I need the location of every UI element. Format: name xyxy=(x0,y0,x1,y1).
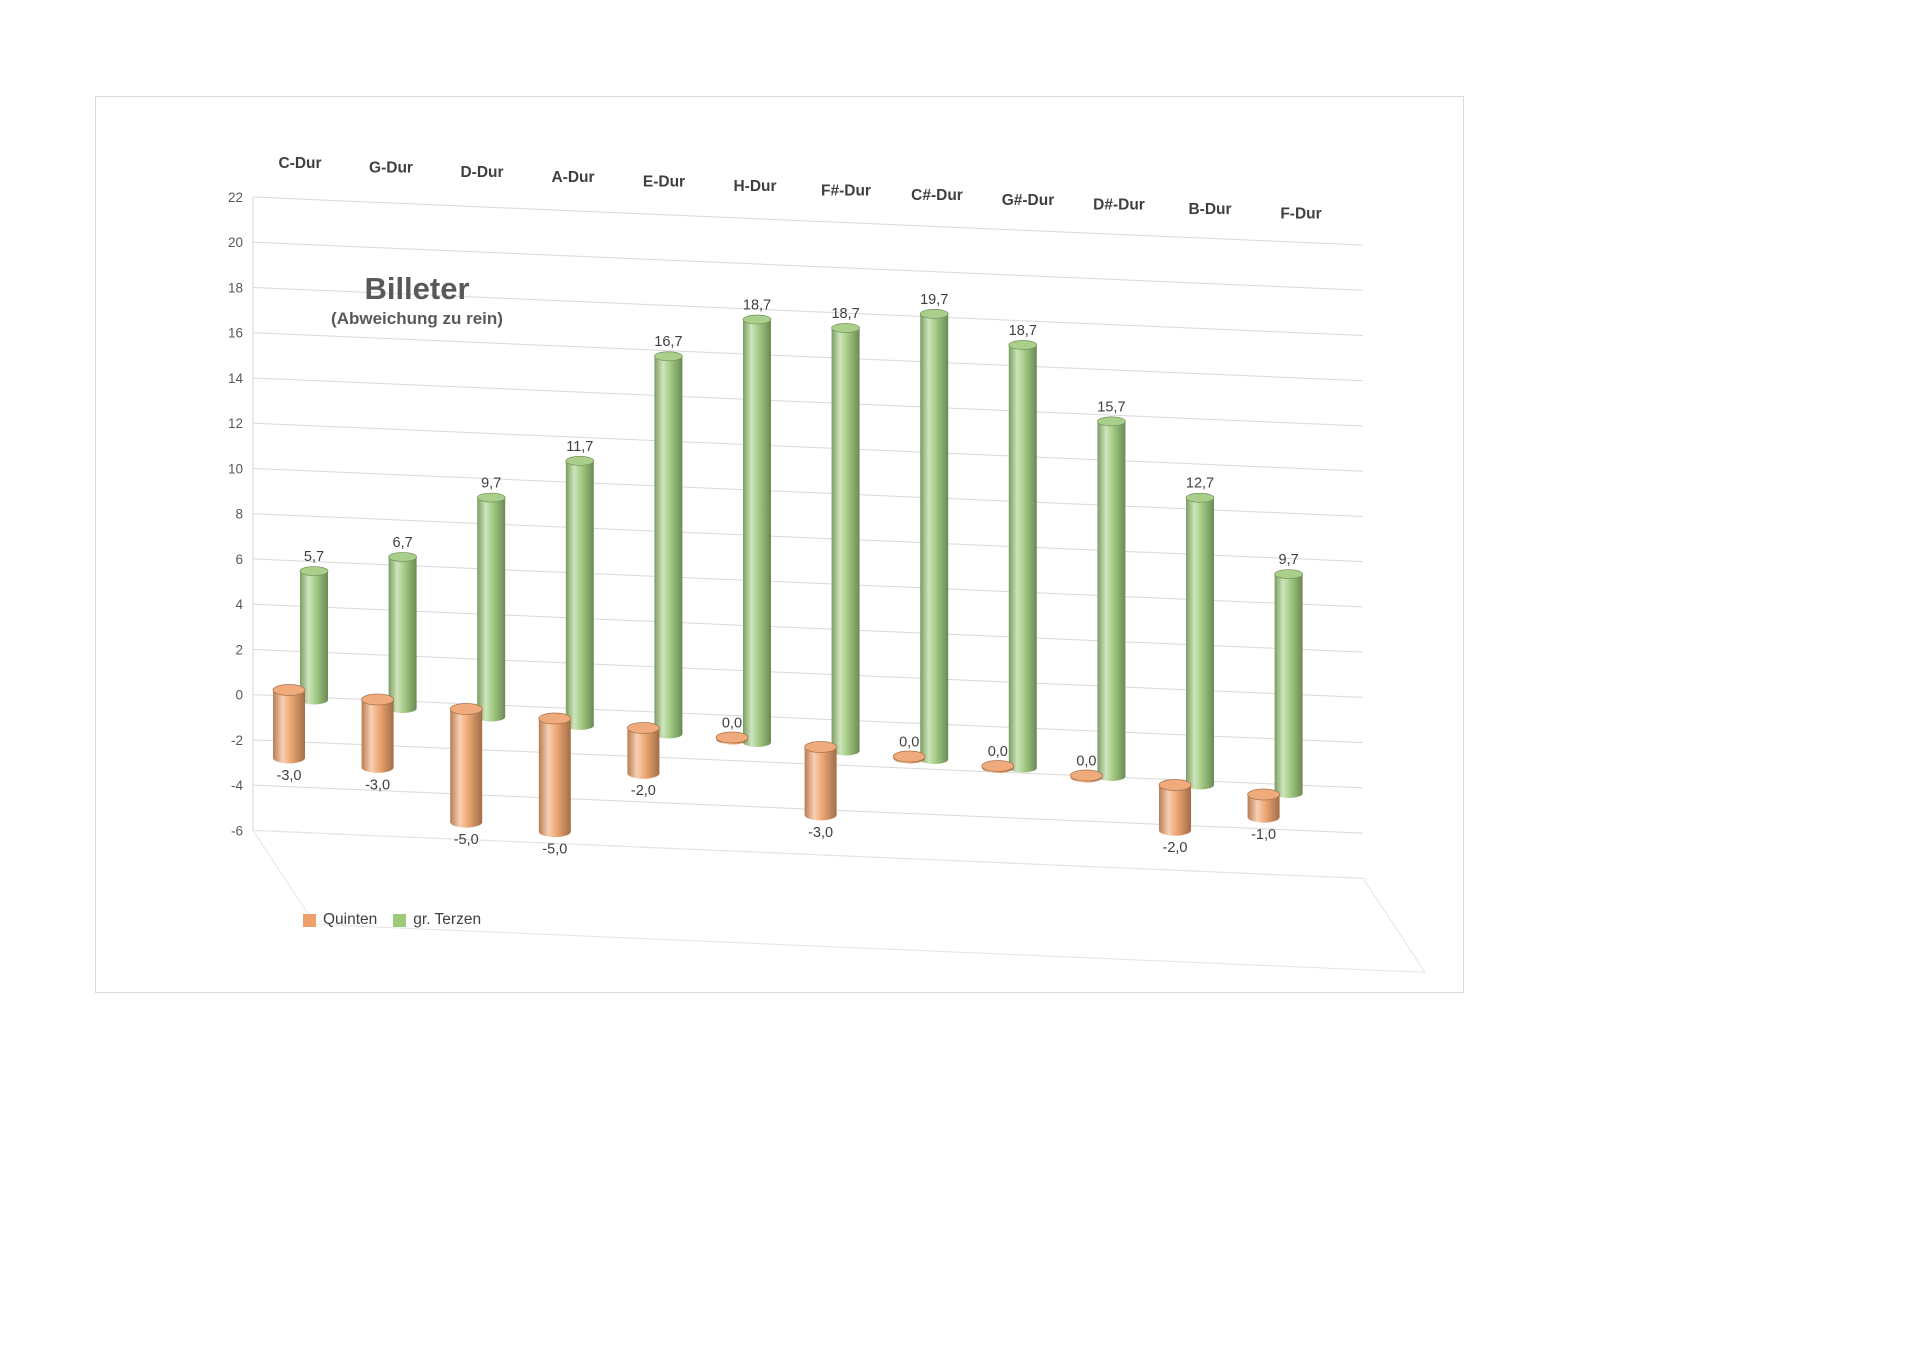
chart-title: Billeter xyxy=(364,271,470,306)
legend-swatch-terzen xyxy=(393,913,407,927)
legend-item-terzen: gr. Terzen xyxy=(393,911,481,929)
chart-title-block: Billeter (Abweichung zu rein) xyxy=(317,271,517,329)
chart-subtitle: (Abweichung zu rein) xyxy=(331,309,503,329)
legend-label-terzen: gr. Terzen xyxy=(413,911,482,928)
legend-label-quinten: Quinten xyxy=(323,911,378,928)
chart-frame xyxy=(95,96,1464,993)
legend-item-quinten: Quinten xyxy=(303,911,377,929)
chart-legend: Quinten gr. Terzen xyxy=(303,911,481,929)
legend-swatch-quinten xyxy=(303,913,316,927)
